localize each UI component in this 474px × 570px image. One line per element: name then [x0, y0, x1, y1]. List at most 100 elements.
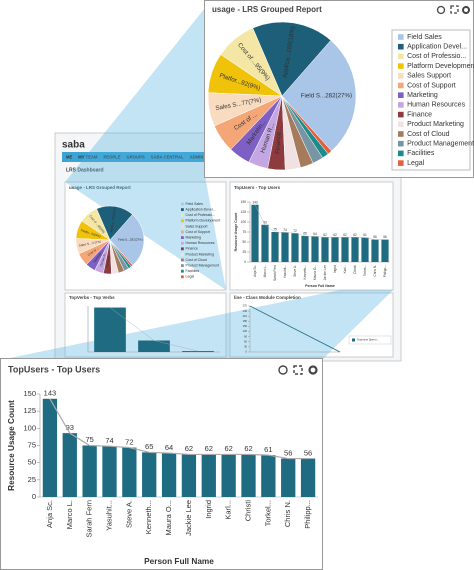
- x-tick-label: Ingrid: [204, 500, 213, 519]
- legend-swatch: [181, 219, 184, 223]
- value-label: 143: [44, 389, 57, 398]
- x-tick-label: Torkel...: [263, 500, 272, 526]
- value-label: 61: [363, 233, 367, 237]
- x-tick-label: Philipp...: [383, 265, 387, 277]
- legend-box: [348, 335, 392, 345]
- nav: ME MY TEAM PEOPLE GROUPS SABA CENTRAL ADMIN: [66, 155, 203, 160]
- legend-label: Cost of Cloud: [407, 131, 450, 138]
- y-axis-title: Resource Usage Count: [7, 400, 16, 491]
- legend-swatch: [181, 264, 184, 267]
- trend-line: [254, 204, 385, 240]
- callout-title: usage - LRS Grouped Report: [212, 5, 322, 14]
- legend-label: Total time Spent i...: [357, 338, 379, 342]
- expand-icon[interactable]: [293, 365, 303, 375]
- bar: [371, 239, 379, 262]
- y-tick-label: 25: [28, 475, 36, 484]
- legend-label: Platform Development: [407, 63, 474, 70]
- y-tick-label: 75: [242, 230, 246, 234]
- value-label: 65: [145, 442, 153, 451]
- legend-label: Finance: [407, 111, 432, 118]
- expand-icon[interactable]: [450, 5, 459, 14]
- trend-line: [109, 307, 199, 352]
- settings-icon[interactable]: [462, 6, 470, 14]
- legend-swatch: [398, 53, 404, 60]
- bar: [281, 232, 289, 262]
- x-tick-label: Kenneth...: [303, 265, 307, 280]
- bar: [361, 237, 369, 262]
- refresh-icon[interactable]: [436, 5, 446, 15]
- legend-swatch: [398, 63, 404, 69]
- y-tick-label: 270: [243, 304, 248, 308]
- x-tick-label: Jackie Lee: [184, 500, 193, 536]
- slice-label: Cost of ...: [87, 246, 100, 257]
- legend-swatch: [398, 140, 404, 147]
- value-label: 65: [303, 232, 307, 236]
- x-tick-label: Yasuhit...: [283, 265, 287, 278]
- pie-slice: [109, 214, 145, 266]
- legend-swatch: [398, 121, 404, 128]
- value-label: 74: [105, 436, 113, 445]
- bar: [102, 446, 117, 497]
- legend-swatch: [352, 338, 355, 342]
- legend-label: Cost of Professio...: [186, 213, 216, 217]
- refresh-icon[interactable]: [278, 365, 288, 375]
- x-tick-label: Steve A.: [293, 265, 297, 277]
- bar: [42, 398, 58, 497]
- bar: [271, 232, 279, 262]
- bar: [251, 204, 259, 262]
- value-label: 62: [323, 233, 327, 237]
- y-tick-label: 210: [243, 314, 248, 318]
- value-label: 64: [165, 443, 173, 452]
- bar: [311, 236, 319, 262]
- legend-swatch: [181, 236, 184, 239]
- value-label: 93: [263, 220, 267, 224]
- y-tick-label: 50: [242, 240, 246, 244]
- y-tick-label: 60: [244, 339, 247, 343]
- panel: [64, 181, 227, 291]
- legend-label: Application Devel...: [407, 44, 467, 51]
- legend-swatch: [181, 275, 184, 279]
- x-tick-label: Jackie Lee: [323, 265, 327, 280]
- x-axis-title: Person Full Name: [144, 557, 214, 566]
- legend-swatch: [398, 73, 404, 79]
- bar: [82, 445, 97, 497]
- y-tick-label: 125: [23, 406, 36, 415]
- legend-label: Finance: [186, 247, 199, 251]
- pie-slice: [281, 39, 357, 152]
- legend-swatch: [398, 131, 404, 137]
- bar: [181, 454, 197, 497]
- value-label: 62: [353, 233, 357, 237]
- legend-swatch: [398, 92, 404, 98]
- bar: [94, 307, 126, 352]
- legend-label: Cost of Cloud: [186, 258, 207, 262]
- x-tick-label: Christi: [243, 500, 252, 522]
- value-label: 56: [284, 448, 292, 457]
- y-tick-label: 25: [242, 250, 246, 254]
- x-tick-label: Christi: [353, 265, 357, 274]
- x-tick-label: Maura O...: [164, 500, 173, 535]
- callout-title: TopUsers - Top Users: [8, 364, 100, 374]
- x-tick-label: Ingrid: [333, 265, 337, 273]
- panel-title: TopUsers - Top Users: [234, 185, 281, 190]
- y-tick-label: 0: [244, 260, 246, 264]
- value-label: 75: [85, 435, 93, 444]
- nav-item: GROUPS: [127, 155, 145, 160]
- bar: [300, 458, 316, 497]
- nav-item: PEOPLE: [104, 155, 121, 160]
- x-tick-label: Marco L.: [65, 500, 74, 529]
- value-label: 62: [205, 444, 213, 453]
- value-label: 72: [293, 229, 297, 233]
- bar: [138, 340, 170, 352]
- legend-swatch: [398, 160, 404, 166]
- bar: [62, 433, 77, 497]
- value-label: 62: [185, 444, 193, 453]
- panel: [229, 292, 394, 358]
- legend-swatch: [398, 43, 404, 50]
- y-tick-label: 0: [246, 350, 248, 354]
- value-label: 56: [304, 448, 312, 457]
- pie-slice: [109, 239, 134, 267]
- settings-icon[interactable]: [308, 365, 318, 375]
- value-label: 143: [252, 200, 258, 204]
- nav-item: ADMIN: [190, 155, 204, 160]
